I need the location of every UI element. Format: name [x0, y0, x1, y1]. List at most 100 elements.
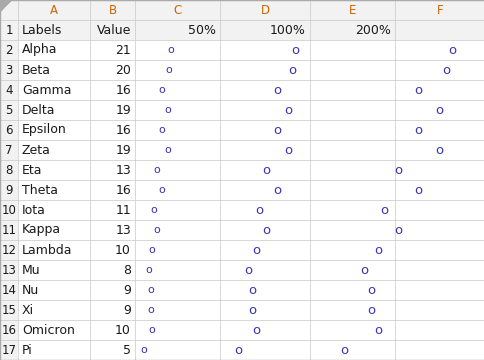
- Text: o: o: [164, 145, 170, 155]
- Bar: [394, 220, 484, 240]
- Text: 5: 5: [123, 343, 131, 356]
- Text: 11: 11: [115, 203, 131, 216]
- Text: o: o: [248, 303, 256, 316]
- Text: o: o: [158, 185, 165, 195]
- Text: 11: 11: [1, 224, 16, 237]
- Bar: [18, 200, 90, 220]
- Bar: [309, 320, 394, 340]
- Text: 19: 19: [115, 144, 131, 157]
- Bar: [90, 80, 135, 100]
- Bar: [90, 120, 135, 140]
- Text: o: o: [373, 243, 381, 256]
- Text: 15: 15: [1, 303, 16, 316]
- Bar: [0, 260, 18, 280]
- Bar: [220, 200, 309, 220]
- Text: Mu: Mu: [22, 264, 41, 276]
- Bar: [309, 240, 394, 260]
- Bar: [309, 100, 394, 120]
- Bar: [90, 40, 135, 60]
- Bar: [18, 40, 90, 60]
- Bar: [220, 300, 309, 320]
- Bar: [309, 60, 394, 80]
- Bar: [0, 280, 18, 300]
- Bar: [394, 20, 484, 40]
- Text: Omicron: Omicron: [22, 324, 75, 337]
- Text: o: o: [262, 224, 270, 237]
- Text: o: o: [165, 65, 172, 75]
- Bar: [90, 340, 135, 360]
- Text: 6: 6: [5, 123, 13, 136]
- Bar: [135, 180, 220, 200]
- Bar: [18, 280, 90, 300]
- Text: E: E: [348, 4, 355, 17]
- Bar: [18, 80, 90, 100]
- Bar: [394, 100, 484, 120]
- Text: o: o: [273, 184, 281, 197]
- Bar: [90, 0, 135, 20]
- Bar: [135, 220, 220, 240]
- Text: o: o: [414, 84, 422, 96]
- Polygon shape: [0, 0, 12, 13]
- Bar: [0, 300, 18, 320]
- Text: o: o: [393, 163, 402, 176]
- Bar: [18, 320, 90, 340]
- Text: 19: 19: [115, 104, 131, 117]
- Text: o: o: [373, 324, 381, 337]
- Bar: [90, 200, 135, 220]
- Bar: [18, 20, 90, 40]
- Bar: [0, 240, 18, 260]
- Bar: [135, 120, 220, 140]
- Bar: [394, 80, 484, 100]
- Text: o: o: [273, 123, 281, 136]
- Text: o: o: [255, 203, 263, 216]
- Bar: [220, 180, 309, 200]
- Text: 9: 9: [5, 184, 13, 197]
- Bar: [90, 220, 135, 240]
- Bar: [0, 200, 18, 220]
- Bar: [135, 240, 220, 260]
- Bar: [220, 260, 309, 280]
- Text: 7: 7: [5, 144, 13, 157]
- Text: F: F: [436, 4, 442, 17]
- Bar: [135, 260, 220, 280]
- Bar: [18, 180, 90, 200]
- Bar: [135, 200, 220, 220]
- Bar: [18, 240, 90, 260]
- Text: 4: 4: [5, 84, 13, 96]
- Bar: [220, 20, 309, 40]
- Bar: [0, 140, 18, 160]
- Bar: [220, 40, 309, 60]
- Text: 5: 5: [5, 104, 13, 117]
- Bar: [18, 100, 90, 120]
- Bar: [135, 20, 220, 40]
- Bar: [220, 160, 309, 180]
- Text: 13: 13: [1, 264, 16, 276]
- Bar: [220, 240, 309, 260]
- Text: o: o: [158, 85, 165, 95]
- Text: o: o: [262, 163, 270, 176]
- Bar: [309, 160, 394, 180]
- Text: 8: 8: [5, 163, 13, 176]
- Bar: [18, 120, 90, 140]
- Text: o: o: [167, 45, 174, 55]
- Text: 12: 12: [1, 243, 16, 256]
- Text: o: o: [148, 245, 155, 255]
- Text: B: B: [108, 4, 116, 17]
- Text: o: o: [153, 225, 160, 235]
- Text: 10: 10: [1, 203, 16, 216]
- Bar: [220, 60, 309, 80]
- Bar: [309, 140, 394, 160]
- Text: 16: 16: [1, 324, 16, 337]
- Bar: [220, 80, 309, 100]
- Bar: [394, 300, 484, 320]
- Bar: [90, 180, 135, 200]
- Text: o: o: [150, 205, 157, 215]
- Bar: [90, 100, 135, 120]
- Bar: [135, 340, 220, 360]
- Text: 13: 13: [115, 163, 131, 176]
- Bar: [220, 340, 309, 360]
- Text: Epsilon: Epsilon: [22, 123, 67, 136]
- Bar: [18, 340, 90, 360]
- Text: o: o: [248, 284, 256, 297]
- Text: D: D: [260, 4, 269, 17]
